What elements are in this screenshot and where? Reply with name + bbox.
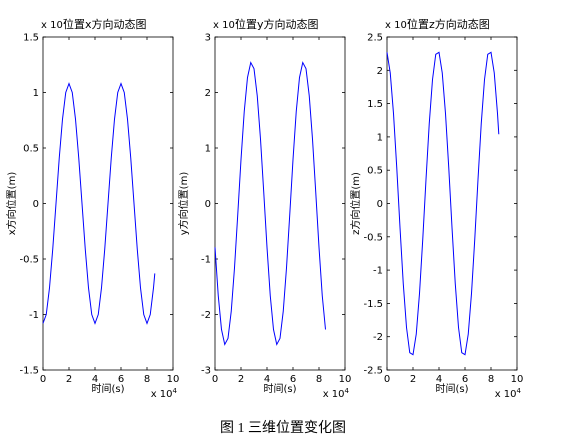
y-tick-label: -0.5 [19,255,39,266]
data-line [42,82,156,325]
y-tick-label: 1.5 [23,33,39,44]
y-tick-label: -1.5 [19,366,39,377]
multiplier-exponent: 4 [517,387,522,395]
figure-caption: 图 1 三维位置变化图 [220,420,346,436]
y-tick-label: -1 [373,266,383,277]
plot-area [214,36,346,371]
x-tick-label: 0 [40,374,46,385]
x-axis-label: 时间(s) [263,382,296,395]
y-tick-label: -2.5 [363,366,383,377]
x-tick-label: 0 [384,374,390,385]
y-axis-label: x方向位置(m) [5,172,18,236]
y-tick-label: 1.5 [367,99,383,110]
y-axis-label: z方向位置(m) [349,172,362,235]
plot-area [386,36,518,371]
x-tick-label: 10 [167,374,180,385]
x-tick-label: 4 [92,374,98,385]
axis-multiplier: x 104 [495,387,522,400]
x-tick-label: 10 [339,374,352,385]
multiplier-base: x 10 [385,20,407,31]
data-line [386,51,500,356]
y-tick-label: 0.5 [367,166,383,177]
x-tick-label: 4 [436,374,442,385]
x-tick-label: 10 [511,374,524,385]
x-tick-label: 6 [290,374,296,385]
multiplier-exponent: 4 [173,387,178,395]
chart-title: 位置y方向动态图 [235,17,319,31]
y-tick-label: -3 [201,366,211,377]
y-tick-label: 0 [377,199,383,210]
axis-multiplier: x 107 [385,18,411,31]
x-tick-label: 0 [212,374,218,385]
x-tick-label: 2 [238,374,244,385]
multiplier-exponent: 7 [407,18,411,26]
chart-title: 位置z方向动态图 [407,17,490,31]
multiplier-exponent: 7 [63,18,67,26]
y-tick-label: 2 [377,66,383,77]
x-tick-label: 8 [488,374,494,385]
x-tick-label: 2 [410,374,416,385]
y-tick-label: 0.5 [23,144,39,155]
y-tick-label: -2 [201,310,211,321]
x-tick-label: 4 [264,374,270,385]
y-tick-label: 1 [205,144,211,155]
multiplier-base: x 10 [41,20,63,31]
y-axis-label: y方向位置(m) [177,172,190,236]
data-line [214,61,326,346]
y-tick-label: 2 [205,88,211,99]
y-tick-label: 1 [33,88,39,99]
y-tick-label: -1.5 [363,299,383,310]
x-tick-label: 8 [316,374,322,385]
y-tick-label: -1 [201,255,211,266]
axis-multiplier: x 104 [151,387,178,400]
x-tick-label: 6 [118,374,124,385]
y-tick-label: -0.5 [363,232,383,243]
x-axis-label: 时间(s) [91,382,124,395]
x-axis-label: 时间(s) [435,382,468,395]
y-tick-label: 0 [205,199,211,210]
y-tick-label: -1 [29,310,39,321]
x-tick-label: 6 [462,374,468,385]
multiplier-exponent: 4 [345,387,350,395]
multiplier-base: x 10 [495,389,517,400]
y-tick-label: 3 [205,33,211,44]
y-tick-label: -2 [373,332,383,343]
multiplier-base: x 10 [151,389,173,400]
multiplier-exponent: 7 [235,18,239,26]
axis-multiplier: x 104 [323,387,350,400]
multiplier-base: x 10 [323,389,345,400]
y-tick-label: 2.5 [367,33,383,44]
multiplier-base: x 10 [213,20,235,31]
x-tick-label: 8 [144,374,150,385]
x-tick-label: 2 [66,374,72,385]
axis-multiplier: x 107 [41,18,67,31]
y-tick-label: 1 [377,132,383,143]
axis-multiplier: x 107 [213,18,239,31]
chart-title: 位置x方向动态图 [63,17,147,31]
y-tick-label: 0 [33,199,39,210]
